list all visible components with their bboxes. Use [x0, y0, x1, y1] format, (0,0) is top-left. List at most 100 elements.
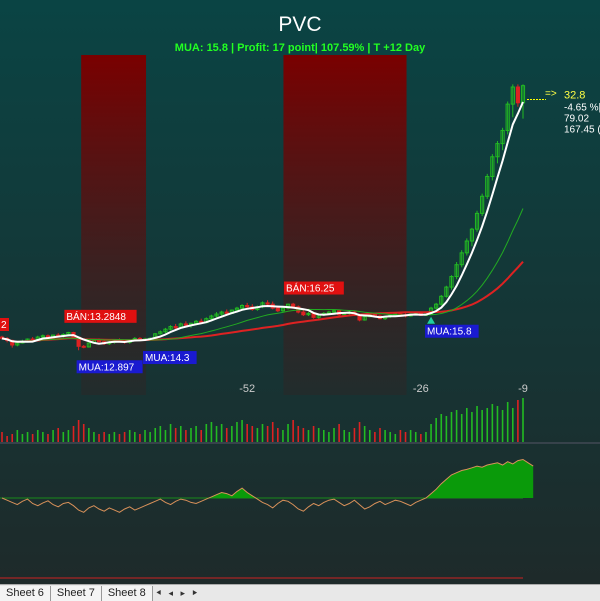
- buy-signal-label: MUA:12.897: [79, 362, 135, 373]
- volume-bar: [496, 406, 499, 442]
- volume-bar: [93, 432, 95, 442]
- volume-bar: [123, 432, 126, 442]
- ma-mid-line: [1, 208, 524, 343]
- volume-bar: [430, 424, 432, 442]
- last-price-stat: -4.65 %|: [564, 103, 600, 114]
- volume-bar: [205, 424, 208, 442]
- volume-bar: [389, 432, 391, 442]
- volume-bar: [67, 430, 70, 442]
- volume-bar: [6, 436, 8, 442]
- tab-sheet-6[interactable]: Sheet 6: [0, 585, 51, 601]
- tab-sheet-7[interactable]: Sheet 7: [50, 585, 102, 601]
- candle-body: [495, 143, 500, 158]
- volume-bar: [511, 408, 514, 442]
- candle-body: [183, 323, 188, 326]
- volume-bar: [522, 398, 524, 442]
- volume-bar: [256, 428, 259, 442]
- candle-body: [490, 156, 495, 178]
- buy-signal-label-bg: [76, 360, 143, 374]
- last-price-value: 32.8: [564, 90, 585, 102]
- volume-bar: [77, 420, 80, 442]
- oscillator-line: [1, 458, 534, 513]
- volume-bar: [394, 434, 397, 442]
- volume-bar: [455, 410, 458, 442]
- volume-bar: [379, 428, 381, 442]
- x-tick-label: -52: [239, 383, 255, 395]
- volume-bar: [118, 434, 121, 442]
- candle-body: [163, 328, 168, 333]
- sell-signal-label-bg: [64, 309, 137, 323]
- last-price-stat: 167.45 (: [564, 125, 600, 136]
- volume-bar: [236, 422, 238, 442]
- ma-fast-line: [1, 101, 524, 345]
- volume-bar: [62, 432, 65, 442]
- candle-body: [485, 176, 490, 197]
- volume-bar: [277, 428, 279, 442]
- volume-bar: [471, 412, 473, 442]
- candle-body: [173, 326, 178, 329]
- volume-bar: [88, 428, 90, 442]
- volume-bar: [210, 422, 213, 442]
- volume-bar: [435, 418, 437, 442]
- volume-bar: [348, 432, 351, 442]
- candle-body: [331, 310, 337, 313]
- buy-signal-label: MUA:15.8: [427, 327, 472, 338]
- buy-signal-arrow: [427, 316, 436, 324]
- x-tick-label: -9: [518, 383, 528, 395]
- volume-bar: [307, 430, 310, 442]
- volume-bar: [72, 426, 75, 442]
- volume-bar: [128, 430, 131, 442]
- volume-bar: [271, 422, 274, 442]
- volume-bar: [368, 430, 371, 442]
- next-sheet-icon[interactable]: ▸: [180, 587, 186, 598]
- volume-bar: [215, 426, 218, 442]
- first-sheet-icon[interactable]: ⯇: [155, 587, 163, 598]
- candle-body: [362, 316, 367, 321]
- volume-bar: [440, 414, 443, 442]
- candle-body: [214, 313, 219, 317]
- volume-bar: [144, 430, 146, 442]
- candle-body: [280, 307, 286, 312]
- tab-sheet-8[interactable]: Sheet 8: [101, 585, 153, 601]
- volume-bar: [333, 428, 335, 442]
- volume-bar: [225, 428, 228, 442]
- volume-bar: [103, 432, 105, 442]
- chart-title: PVC: [278, 13, 321, 36]
- volume-bar: [486, 408, 489, 442]
- volume-bar: [21, 434, 24, 442]
- candle-body: [306, 312, 311, 316]
- last-price-stat: 79.02: [564, 114, 589, 125]
- volume-bar: [42, 432, 44, 442]
- volume-bar: [358, 422, 361, 442]
- chart-subtitle: MUA: 15.8 | Profit: 17 point| 107.59% | …: [175, 42, 426, 54]
- volume-bar: [57, 428, 59, 442]
- last-sheet-icon[interactable]: ⯈: [191, 587, 199, 598]
- candle-body: [234, 307, 240, 311]
- candle-body: [434, 303, 439, 309]
- prev-sheet-icon[interactable]: ◂: [168, 587, 174, 598]
- edge-sell-label-bg: [0, 318, 9, 331]
- sell-zone-band-1: [283, 55, 407, 395]
- volume-bar: [404, 432, 407, 442]
- x-tick-label: -26: [413, 383, 429, 395]
- sell-signal-label-bg: [284, 281, 344, 295]
- volume-bar: [425, 432, 427, 442]
- candle-body: [474, 212, 480, 230]
- volume-bar: [445, 416, 448, 442]
- volume-bar: [292, 420, 294, 442]
- candle-body: [81, 345, 86, 348]
- volume-bar: [113, 432, 116, 442]
- candle-body: [209, 315, 214, 320]
- buy-signal-label-bg: [143, 351, 197, 365]
- candle-body: [500, 129, 505, 145]
- buy-signal-label: MUA:14.3: [145, 353, 190, 364]
- volume-bar: [246, 424, 248, 442]
- candle-body: [265, 302, 270, 305]
- volume-bar: [414, 432, 417, 442]
- volume-bar: [266, 426, 269, 442]
- volume-bar: [47, 434, 49, 442]
- volume-bar: [501, 410, 504, 442]
- candle-body: [86, 342, 91, 348]
- last-price-arrow: =>: [545, 89, 557, 100]
